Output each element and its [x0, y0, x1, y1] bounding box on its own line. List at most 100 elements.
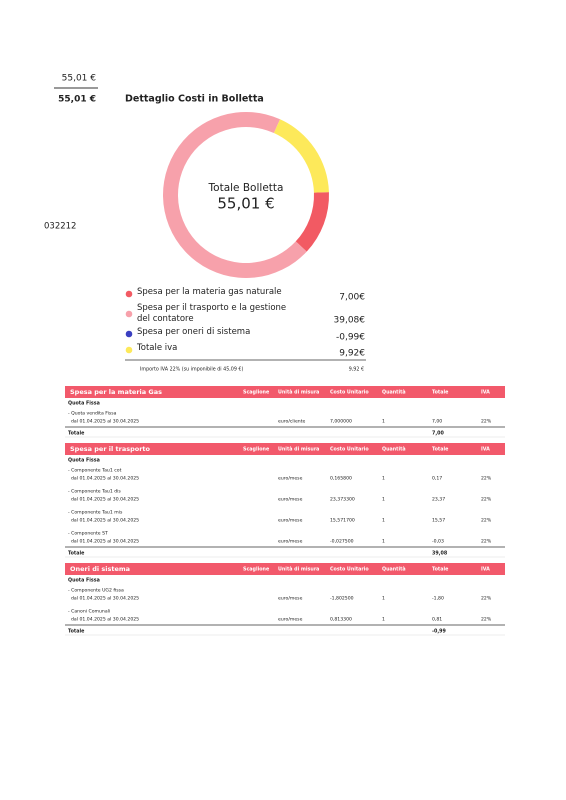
group-label: Quota Fissa	[68, 401, 100, 407]
section-title: Spesa per il trasporto	[70, 445, 151, 453]
row-cell: 22%	[481, 419, 492, 425]
row-cell: 1	[382, 476, 385, 482]
column-header: IVA	[481, 567, 490, 573]
column-header: Unità di misura	[278, 389, 319, 396]
donut-segment	[163, 111, 307, 278]
row-cell: 0,165800	[330, 476, 352, 482]
column-header: Totale	[432, 390, 449, 396]
section-header	[65, 443, 505, 455]
row-period: dal 01.04.2025 al 30.04.2025	[71, 596, 139, 602]
row-period: dal 01.04.2025 al 30.04.2025	[71, 497, 139, 503]
row-cell: 22%	[481, 539, 492, 545]
row-cell: 1	[382, 596, 385, 602]
legend-dot	[125, 346, 133, 354]
row-cell: 23,373300	[330, 497, 355, 503]
legend-value: 39,08€	[334, 316, 366, 326]
row-cell: 0,17	[432, 476, 442, 482]
row-desc: - Componente Tau1 mis	[68, 510, 123, 516]
row-cell: 1	[382, 617, 385, 623]
row-cell: 7,00	[432, 419, 442, 425]
section-title: Spesa per la materia Gas	[70, 388, 162, 396]
row-period: dal 01.04.2025 al 30.04.2025	[71, 419, 139, 425]
column-header: Scaglione	[243, 447, 270, 453]
legend-value: -0,99€	[336, 333, 365, 343]
legend-label: Spesa per il trasporto e la gestione del…	[137, 303, 287, 324]
legend-dot	[125, 310, 133, 318]
column-header: Quantità	[382, 446, 406, 453]
section-title: Oneri di sistema	[70, 565, 130, 573]
row-cell: 22%	[481, 596, 492, 602]
row-period: dal 01.04.2025 al 30.04.2025	[71, 476, 139, 482]
column-header: Costo Unitario	[330, 447, 369, 453]
row-desc: - Quota vendita Fissa	[68, 411, 117, 417]
amount-bold: 55,01 €	[58, 95, 96, 105]
row-cell: -0,03	[432, 539, 444, 545]
row-desc: - Componente ST	[68, 531, 108, 537]
iva-note: Importo IVA 22% (su imponibile di 45,09 …	[140, 367, 243, 373]
row-period: dal 01.04.2025 al 30.04.2025	[71, 617, 139, 623]
amount-top: 55,01 €	[62, 74, 97, 84]
group-label: Quota Fissa	[68, 578, 100, 584]
row-cell: 0,813300	[330, 617, 352, 623]
row-cell: 22%	[481, 497, 492, 503]
donut-center-label: Totale Bolletta	[208, 182, 284, 194]
row-cell: euro/mese	[278, 476, 303, 482]
donut-segment	[295, 192, 329, 252]
iva-note-value: 9,92 €	[349, 367, 364, 373]
donut-segment	[273, 119, 329, 193]
row-cell: 1	[382, 419, 385, 425]
row-cell: 1	[382, 497, 385, 503]
row-cell: 22%	[481, 518, 492, 524]
legend-label: Spesa per oneri di sistema	[137, 327, 251, 337]
row-cell: euro/mese	[278, 518, 303, 524]
column-header: IVA	[481, 390, 490, 396]
column-header: Costo Unitario	[330, 390, 369, 396]
row-cell: -1,80	[432, 596, 444, 602]
column-header: Scaglione	[243, 567, 270, 573]
row-cell: 0,81	[432, 617, 442, 623]
total-value: 39,08	[432, 551, 448, 557]
column-header: Costo Unitario	[330, 567, 369, 573]
total-label: Totale	[68, 629, 85, 635]
column-header: Scaglione	[243, 390, 270, 396]
row-cell: euro/mese	[278, 617, 303, 623]
row-cell: 22%	[481, 476, 492, 482]
row-period: dal 01.04.2025 al 30.04.2025	[71, 518, 139, 524]
row-cell: 23,37	[432, 497, 445, 503]
row-cell: 15,57	[432, 518, 445, 524]
row-cell: euro/mese	[278, 497, 303, 503]
legend-value: 7,00€	[339, 293, 365, 303]
column-header: Totale	[432, 567, 449, 573]
row-cell: -1,802500	[330, 596, 354, 602]
column-header: Unità di misura	[278, 446, 319, 453]
row-cell: 15,571700	[330, 518, 355, 524]
total-value: -0,99	[432, 629, 446, 635]
total-label: Totale	[68, 431, 85, 437]
group-label: Quota Fissa	[68, 458, 100, 464]
row-cell: 7,000000	[330, 419, 352, 425]
row-cell: euro/mese	[278, 539, 303, 545]
row-cell: 22%	[481, 617, 492, 623]
column-header: IVA	[481, 447, 490, 453]
row-period: dal 01.04.2025 al 30.04.2025	[71, 539, 139, 545]
legend-dot	[125, 290, 133, 298]
section-header	[65, 563, 505, 575]
legend-dot	[125, 330, 133, 338]
row-desc: - Componente UG2 fissa	[68, 588, 124, 594]
legend-value: 9,92€	[339, 349, 365, 359]
row-cell: 1	[382, 518, 385, 524]
column-header: Quantità	[382, 566, 406, 573]
row-cell: euro/mese	[278, 596, 303, 602]
row-desc: - Componente Tau1 cot	[68, 468, 122, 474]
section-title: Dettaglio Costi in Bolletta	[125, 94, 264, 105]
donut-center-value: 55,01 €	[217, 195, 274, 213]
total-value: 7,00	[432, 431, 444, 437]
legend-label: Spesa per la materia gas naturale	[137, 287, 282, 297]
row-desc: - Canoni Comunali	[68, 609, 110, 615]
column-header: Quantità	[382, 389, 406, 396]
column-header: Unità di misura	[278, 566, 319, 573]
column-header: Totale	[432, 447, 449, 453]
row-cell: euro/cliente	[278, 419, 306, 425]
